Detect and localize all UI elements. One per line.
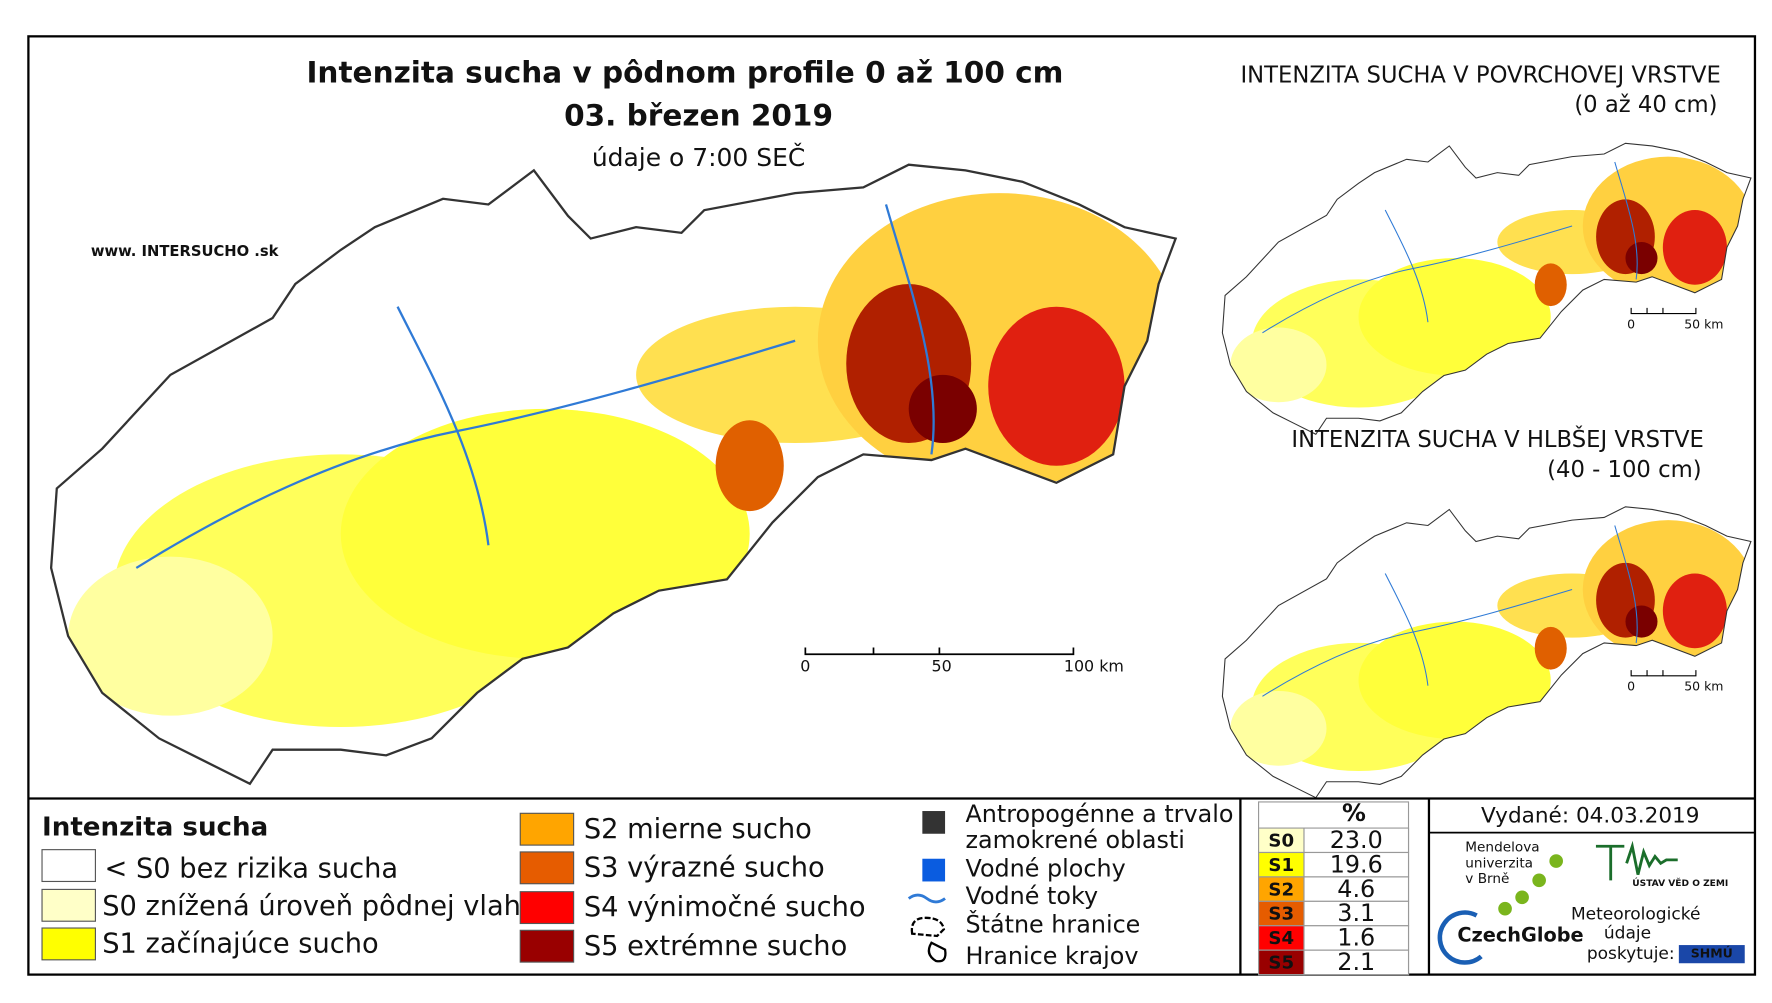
scale-label: 50 km [1684,679,1723,694]
table-value: 23.0 [1330,826,1383,854]
inset-title: INTENZITA SUCHA V HLBŠEJ VRSTVE [1291,425,1703,453]
table-value: 4.6 [1337,875,1375,903]
logo-text: ÚSTAV VĚD O ZEMI [1632,877,1728,889]
legend-label: zamokrené oblasti [966,826,1185,854]
legend-label: S2 mierne sucho [584,814,812,845]
logo-text: poskytuje: [1587,944,1675,964]
inset-subtitle: (40 - 100 cm) [1547,457,1701,483]
legend-label: Antropogénne a trvalo [966,800,1234,828]
table-cell [1303,925,1410,951]
legend-label: Hranice krajov [966,942,1139,970]
table-cell [1303,900,1410,927]
table-value: 1.6 [1337,924,1375,952]
table-cell [1303,827,1410,854]
scale-bar: 0 50 100 km 0 50 km 0 50 km [800,307,1723,694]
table-class: S4 [1268,928,1294,949]
legend-label: S5 extrémne sucho [584,931,847,962]
credits: Vydané: 04.03.2019 Mendelova univerzita … [1427,798,1755,975]
inset-title: INTENZITA SUCHA V POVRCHOVEJ VRSTVE [1240,63,1720,89]
table-swatch [1258,949,1305,976]
scale-label: 50 km [1684,316,1723,331]
issued-date: Vydané: 04.03.2019 [1481,804,1699,829]
table-header: % [1342,799,1366,827]
scale-label: 100 km [1064,656,1124,675]
table-swatch [1258,900,1305,927]
table-swatch [1258,827,1305,854]
legend-label: S3 výrazné sucho [584,852,825,883]
table-class: S3 [1268,904,1294,925]
logo-text: Mendelova [1465,839,1539,855]
legend: Intenzita sucha < S0 bez rizika sucha S0… [28,797,1755,970]
table-class: S5 [1268,953,1294,974]
table-class: S1 [1268,855,1294,876]
logo-text: v Brně [1465,871,1509,887]
percent-table: % S0 23.0 S1 19.6 S2 4.6 S3 3.1 S4 1.6 S5 2.1 [1239,798,1410,976]
website: www. INTERSUCHO .sk [91,243,280,260]
table-cell [1303,949,1410,976]
logo-text: SHMÚ [1691,946,1733,961]
legend-label: S4 výnimočné sucho [584,892,866,923]
legend-label: Vodné toky [966,882,1099,910]
table-class: S0 [1268,830,1294,851]
legend-label: S0 znížená úroveň pôdnej vlahy [102,891,537,922]
table-value: 2.1 [1337,948,1375,976]
scale-label: 0 [1627,679,1635,694]
table-cell [1303,851,1410,878]
time-note: údaje o 7:00 SEČ [592,142,806,172]
logo-text: Meteorologické [1571,904,1700,924]
legend-label: Vodné plochy [966,855,1126,883]
table-value: 3.1 [1337,899,1375,927]
title: Intenzita sucha v pôdnom profile 0 až 10… [306,55,1063,89]
logo-text: CzechGlobe [1457,923,1583,946]
logo-text: údaje [1604,924,1651,944]
table-class: S2 [1268,879,1294,900]
scale-label: 50 [932,656,952,675]
inset-subtitle: (0 až 40 cm) [1574,92,1717,118]
logo-text: univerzita [1465,855,1533,871]
legend-label: < S0 bez rizika sucha [105,854,399,885]
date: 03. březen 2019 [564,98,833,132]
legend-label: Štátne hranice [966,910,1141,938]
table-swatch [1258,876,1305,902]
table-value: 19.6 [1330,850,1383,878]
scale-label: 0 [1627,316,1635,331]
scale-label: 0 [800,656,810,675]
legend-label: S1 začínajúce sucho [102,929,378,960]
legend-title: Intenzita sucha [42,813,268,843]
